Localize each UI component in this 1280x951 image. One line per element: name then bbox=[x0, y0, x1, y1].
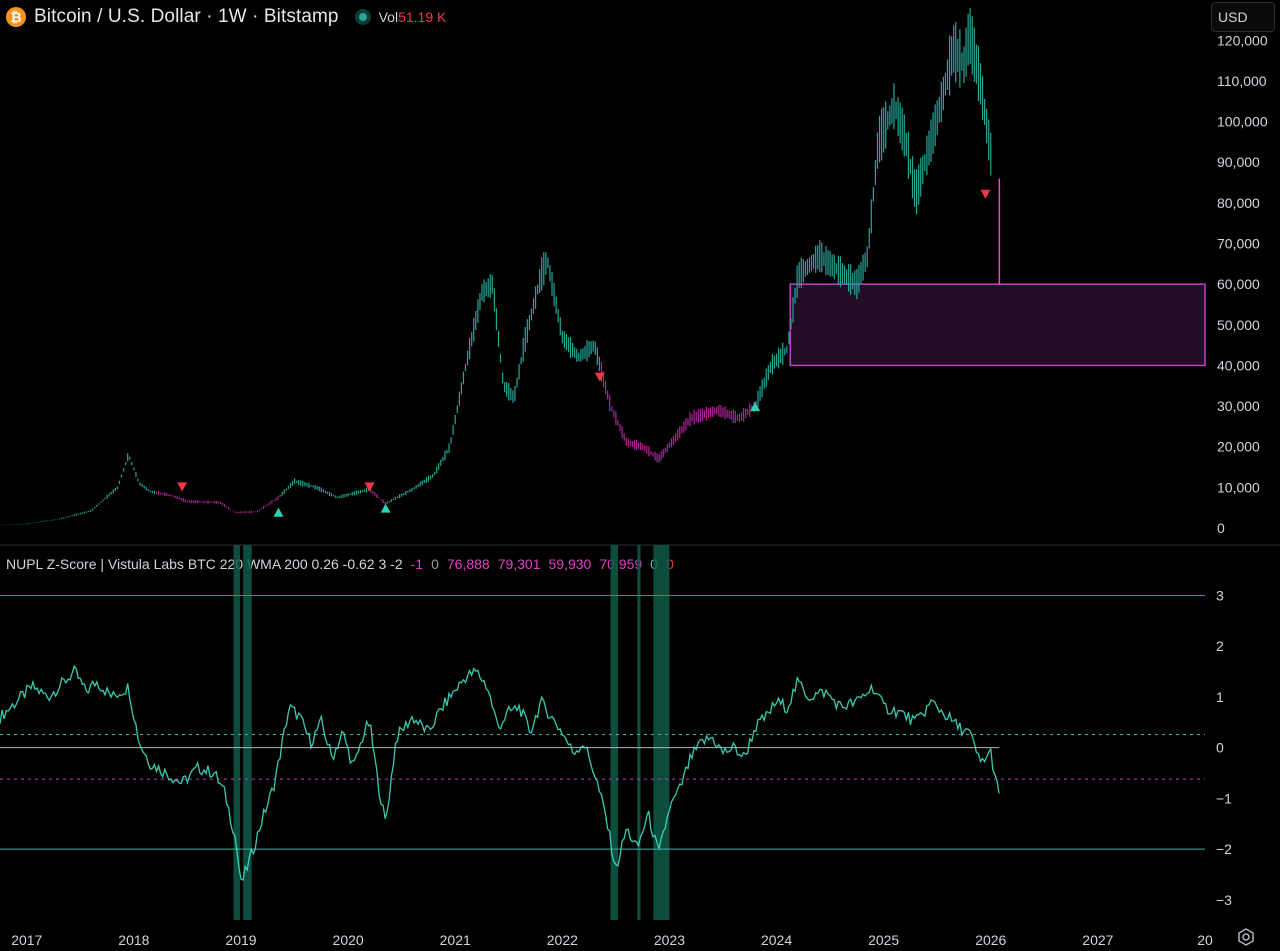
indicator-name[interactable]: NUPL Z-Score | Vistula Labs BTC 220 WMA … bbox=[6, 556, 403, 572]
price-axis-tick-label: 50,000 bbox=[1217, 317, 1260, 333]
indicator-value: 0 bbox=[665, 556, 674, 572]
time-axis-tick-label: 2027 bbox=[1082, 932, 1113, 948]
price-axis-tick-label: 30,000 bbox=[1217, 398, 1260, 414]
indicator-series bbox=[0, 664, 1001, 881]
symbol-header: ₿ Bitcoin / U.S. Dollar · 1W · Bitstamp … bbox=[6, 4, 446, 30]
time-axis-tick-label: 2018 bbox=[118, 932, 149, 948]
price-axis-tick-label: 20,000 bbox=[1217, 439, 1260, 455]
sell-signal-marker bbox=[364, 482, 375, 492]
indicator-value: 70,959 bbox=[599, 556, 643, 572]
volume-label: Vol bbox=[378, 9, 399, 25]
price-axis-tick-label: 60,000 bbox=[1217, 276, 1260, 292]
buy-signal-marker bbox=[380, 503, 391, 513]
volume-value: 51.19 K bbox=[398, 9, 447, 25]
time-axis-tick-label: 2019 bbox=[225, 932, 256, 948]
symbol-title[interactable]: Bitcoin / U.S. Dollar · 1W · Bitstamp bbox=[34, 6, 339, 27]
indicator-axis-tick-label: −1 bbox=[1216, 790, 1232, 806]
currency-selector[interactable]: USD bbox=[1211, 2, 1275, 32]
time-axis-tick-label: 2020 bbox=[333, 932, 364, 948]
indicator-axis-tick-label: 3 bbox=[1216, 588, 1224, 604]
settings-icon[interactable] bbox=[1236, 927, 1256, 947]
time-axis-tick-label: 2023 bbox=[654, 932, 685, 948]
highlight-span bbox=[243, 545, 252, 920]
highlight-span bbox=[233, 545, 240, 920]
time-axis-tick-label: 2017 bbox=[11, 932, 42, 948]
time-axis-tick-label: 2024 bbox=[761, 932, 792, 948]
price-series bbox=[0, 7, 1001, 526]
time-axis-tick-label: 2021 bbox=[440, 932, 471, 948]
indicator-axis-tick-label: 0 bbox=[1216, 740, 1224, 756]
highlight-span bbox=[610, 545, 619, 920]
bitcoin-logo-icon: ₿ bbox=[6, 7, 26, 27]
highlight-span bbox=[653, 545, 670, 920]
price-axis-tick-label: 120,000 bbox=[1217, 32, 1268, 48]
price-zones bbox=[789, 283, 1206, 367]
price-axis-tick-label: 0 bbox=[1217, 520, 1225, 536]
indicator-axis-tick-label: 1 bbox=[1216, 689, 1224, 705]
market-status-icon[interactable] bbox=[354, 9, 371, 25]
highlight-span bbox=[637, 545, 641, 920]
sell-signal-marker bbox=[177, 482, 188, 492]
indicator-axis-tick-label: 2 bbox=[1216, 638, 1224, 654]
time-axis-tick-label: 2026 bbox=[975, 932, 1006, 948]
support-zone[interactable] bbox=[789, 283, 1206, 367]
price-axis-tick-label: 100,000 bbox=[1217, 114, 1268, 130]
buy-signal-marker bbox=[273, 507, 284, 517]
time-axis-tick-label: 20 bbox=[1197, 932, 1213, 948]
indicator-value: -1 bbox=[410, 556, 424, 572]
price-axis-tick-label: 40,000 bbox=[1217, 357, 1260, 373]
price-axis-tick-label: 10,000 bbox=[1217, 479, 1260, 495]
price-axis-tick-label: 70,000 bbox=[1217, 236, 1260, 252]
indicator-value: 59,930 bbox=[548, 556, 592, 572]
time-axis-tick-label: 2025 bbox=[868, 932, 899, 948]
indicator-axis-tick-label: −2 bbox=[1216, 841, 1232, 857]
time-axis: 2017 2018 2019 2020 2021 2022 2023 2024 2025 2026… bbox=[11, 932, 1213, 948]
indicator-axis-tick-label: −3 bbox=[1216, 892, 1232, 908]
indicator-legend[interactable]: NUPL Z-Score | Vistula Labs BTC 220 WMA … bbox=[6, 556, 674, 572]
indicator-value: 79,301 bbox=[497, 556, 541, 572]
zscore-line bbox=[0, 664, 1000, 881]
price-axis-tick-label: 90,000 bbox=[1217, 154, 1260, 170]
time-axis-tick-label: 2022 bbox=[547, 932, 578, 948]
currency-label: USD bbox=[1218, 9, 1248, 25]
indicator-axis: 3 2 1 0 −1 −2 −3 bbox=[1216, 588, 1232, 908]
price-axis-tick-label: 80,000 bbox=[1217, 195, 1260, 211]
price-signals bbox=[177, 189, 991, 517]
indicator-value: 0 bbox=[431, 556, 439, 572]
indicator-levels bbox=[0, 595, 1205, 850]
indicator-value: 76,888 bbox=[446, 556, 490, 572]
price-axis: 0 10,000 20,000 30,000 40,000 50,000 60,000 70,… bbox=[1217, 32, 1268, 536]
sell-signal-marker bbox=[980, 189, 991, 199]
buy-signal-marker bbox=[750, 402, 761, 412]
sell-signal-marker bbox=[594, 372, 605, 382]
price-axis-tick-label: 110,000 bbox=[1217, 73, 1267, 89]
